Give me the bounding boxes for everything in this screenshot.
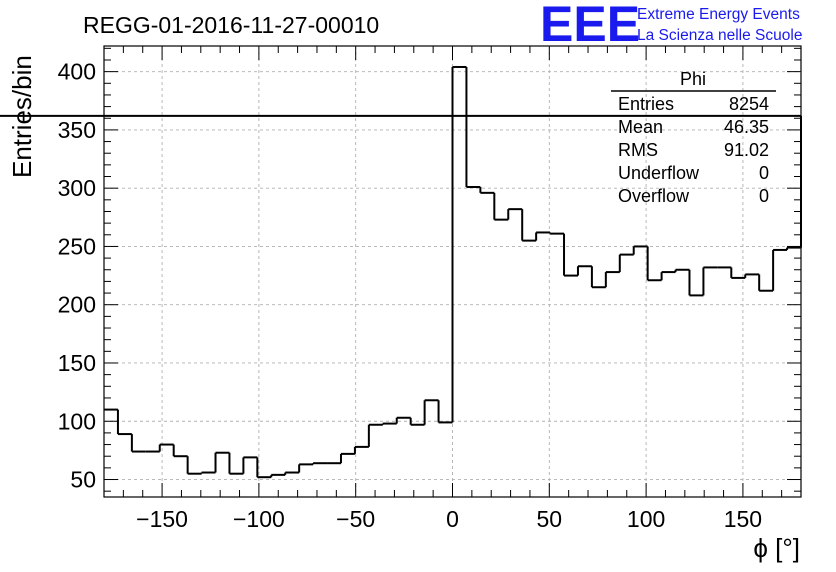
stats-value: 46.35: [724, 117, 769, 137]
logo-text: EEE: [540, 0, 640, 52]
y-tick-label: 400: [58, 59, 96, 85]
axis-ticks: [103, 46, 802, 497]
x-tick-label: −150: [136, 506, 188, 532]
x-tick-label: −100: [233, 506, 285, 532]
stats-value: 0: [759, 163, 769, 183]
y-tick-label: 250: [58, 233, 96, 259]
x-tick-labels: −150 −100 −50 0 50 100 150: [136, 506, 762, 532]
y-tick-label: 50: [70, 467, 96, 493]
stats-label: RMS: [618, 140, 658, 160]
stats-value: 91.02: [724, 140, 769, 160]
logo-subtitle-line2: La Scienza nelle Scuole: [637, 27, 802, 44]
x-axis-title: ϕ [°]: [753, 533, 800, 563]
x-tick-label: 150: [724, 506, 762, 532]
histogram-series: [0, 65, 802, 479]
y-axis-title: Entries/bin: [7, 55, 37, 178]
y-tick-label: 300: [58, 175, 96, 201]
y-tick-label: 150: [58, 350, 96, 376]
eee-logo: EEE Extreme Energy Events La Scienza nel…: [540, 0, 802, 52]
x-tick-label: −50: [336, 506, 375, 532]
x-tick-label: 50: [537, 506, 563, 532]
stats-label: Entries: [618, 94, 674, 114]
stats-label: Overflow: [618, 186, 690, 206]
stats-value: 8254: [729, 94, 769, 114]
stats-box-title: Phi: [680, 69, 706, 89]
y-tick-label: 350: [58, 117, 96, 143]
stats-value: 0: [759, 186, 769, 206]
logo-subtitle-line1: Extreme Energy Events: [637, 6, 800, 23]
y-tick-label: 100: [58, 408, 96, 434]
stats-label: Mean: [618, 117, 663, 137]
x-tick-label: 0: [446, 506, 459, 532]
stats-box: Phi Entries 8254 Mean 46.35 RMS 91.02 Un…: [611, 69, 776, 206]
y-tick-labels: 50 100 150 200 250 300 350 400: [58, 59, 96, 493]
stats-label: Underflow: [618, 163, 700, 183]
x-tick-label: 100: [627, 506, 665, 532]
chart-title: REGG-01-2016-11-27-00010: [83, 12, 379, 38]
y-tick-label: 200: [58, 292, 96, 318]
